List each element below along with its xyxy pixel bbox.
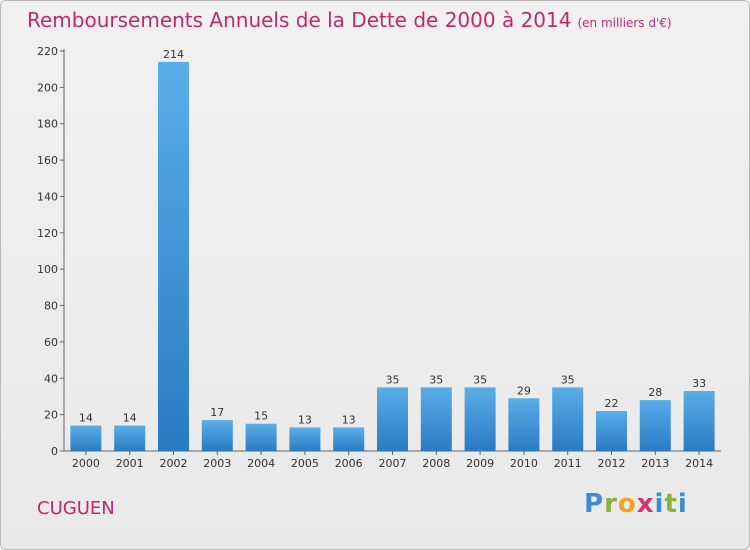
x-tick-label: 2001 — [116, 457, 144, 470]
x-tick-label: 2010 — [510, 457, 538, 470]
bar-value-label: 15 — [254, 410, 268, 423]
bar — [683, 391, 715, 451]
bar — [420, 387, 452, 451]
commune-name: CUGUEN — [37, 498, 115, 519]
bar — [114, 425, 146, 451]
x-tick-label: 2009 — [466, 457, 494, 470]
bar — [639, 400, 671, 451]
y-tick-label: 100 — [37, 263, 58, 276]
bar-value-label: 35 — [561, 373, 575, 386]
y-tick-label: 80 — [44, 300, 58, 313]
bar — [552, 387, 584, 451]
x-tick-label: 2005 — [291, 457, 319, 470]
x-tick-label: 2004 — [247, 457, 275, 470]
chart-title-text: Remboursements Annuels de la Dette de 20… — [27, 8, 572, 32]
bar-value-label: 14 — [79, 412, 93, 425]
chart-unit: (en milliers d'€) — [577, 16, 672, 30]
x-tick-label: 2008 — [422, 457, 450, 470]
bar — [289, 427, 321, 451]
y-tick-label: 20 — [44, 409, 58, 422]
bar-value-label: 214 — [163, 48, 184, 61]
bar-value-label: 13 — [342, 413, 356, 426]
bar — [377, 387, 408, 451]
y-tick-label: 160 — [37, 154, 58, 167]
bar-value-label: 22 — [605, 397, 619, 410]
bar — [245, 423, 277, 451]
y-tick-label: 0 — [51, 445, 58, 458]
bar-value-label: 17 — [210, 406, 224, 419]
y-tick-label: 180 — [37, 118, 58, 131]
bar-value-label: 28 — [648, 386, 662, 399]
y-tick-label: 220 — [37, 45, 58, 58]
x-tick-label: 2012 — [598, 457, 626, 470]
y-tick-label: 60 — [44, 336, 58, 349]
bar — [333, 427, 365, 451]
y-tick-label: 120 — [37, 227, 58, 240]
bar — [70, 425, 102, 451]
x-tick-label: 2007 — [379, 457, 407, 470]
chart-title: Remboursements Annuels de la Dette de 20… — [27, 8, 672, 32]
bar-value-label: 35 — [429, 373, 443, 386]
bar — [508, 398, 540, 451]
x-tick-label: 2013 — [641, 457, 669, 470]
x-tick-label: 2011 — [554, 457, 582, 470]
x-tick-label: 2003 — [203, 457, 231, 470]
y-tick-label: 200 — [37, 81, 58, 94]
bar-value-label: 33 — [692, 377, 706, 390]
y-tick-label: 40 — [44, 372, 58, 385]
x-tick-label: 2014 — [685, 457, 713, 470]
bar — [596, 411, 627, 451]
bar — [158, 61, 189, 452]
bar-value-label: 35 — [386, 373, 400, 386]
x-tick-label: 2006 — [335, 457, 363, 470]
x-tick-label: 2002 — [160, 457, 188, 470]
bar — [464, 387, 496, 451]
bar-value-label: 35 — [473, 373, 487, 386]
bar — [201, 420, 233, 451]
bar-value-label: 29 — [517, 384, 531, 397]
x-tick-label: 2000 — [72, 457, 100, 470]
bar-value-label: 13 — [298, 413, 312, 426]
bar-value-label: 14 — [123, 412, 137, 425]
proxiti-logo[interactable]: Proxiti — [584, 489, 688, 519]
y-tick-label: 140 — [37, 190, 58, 203]
